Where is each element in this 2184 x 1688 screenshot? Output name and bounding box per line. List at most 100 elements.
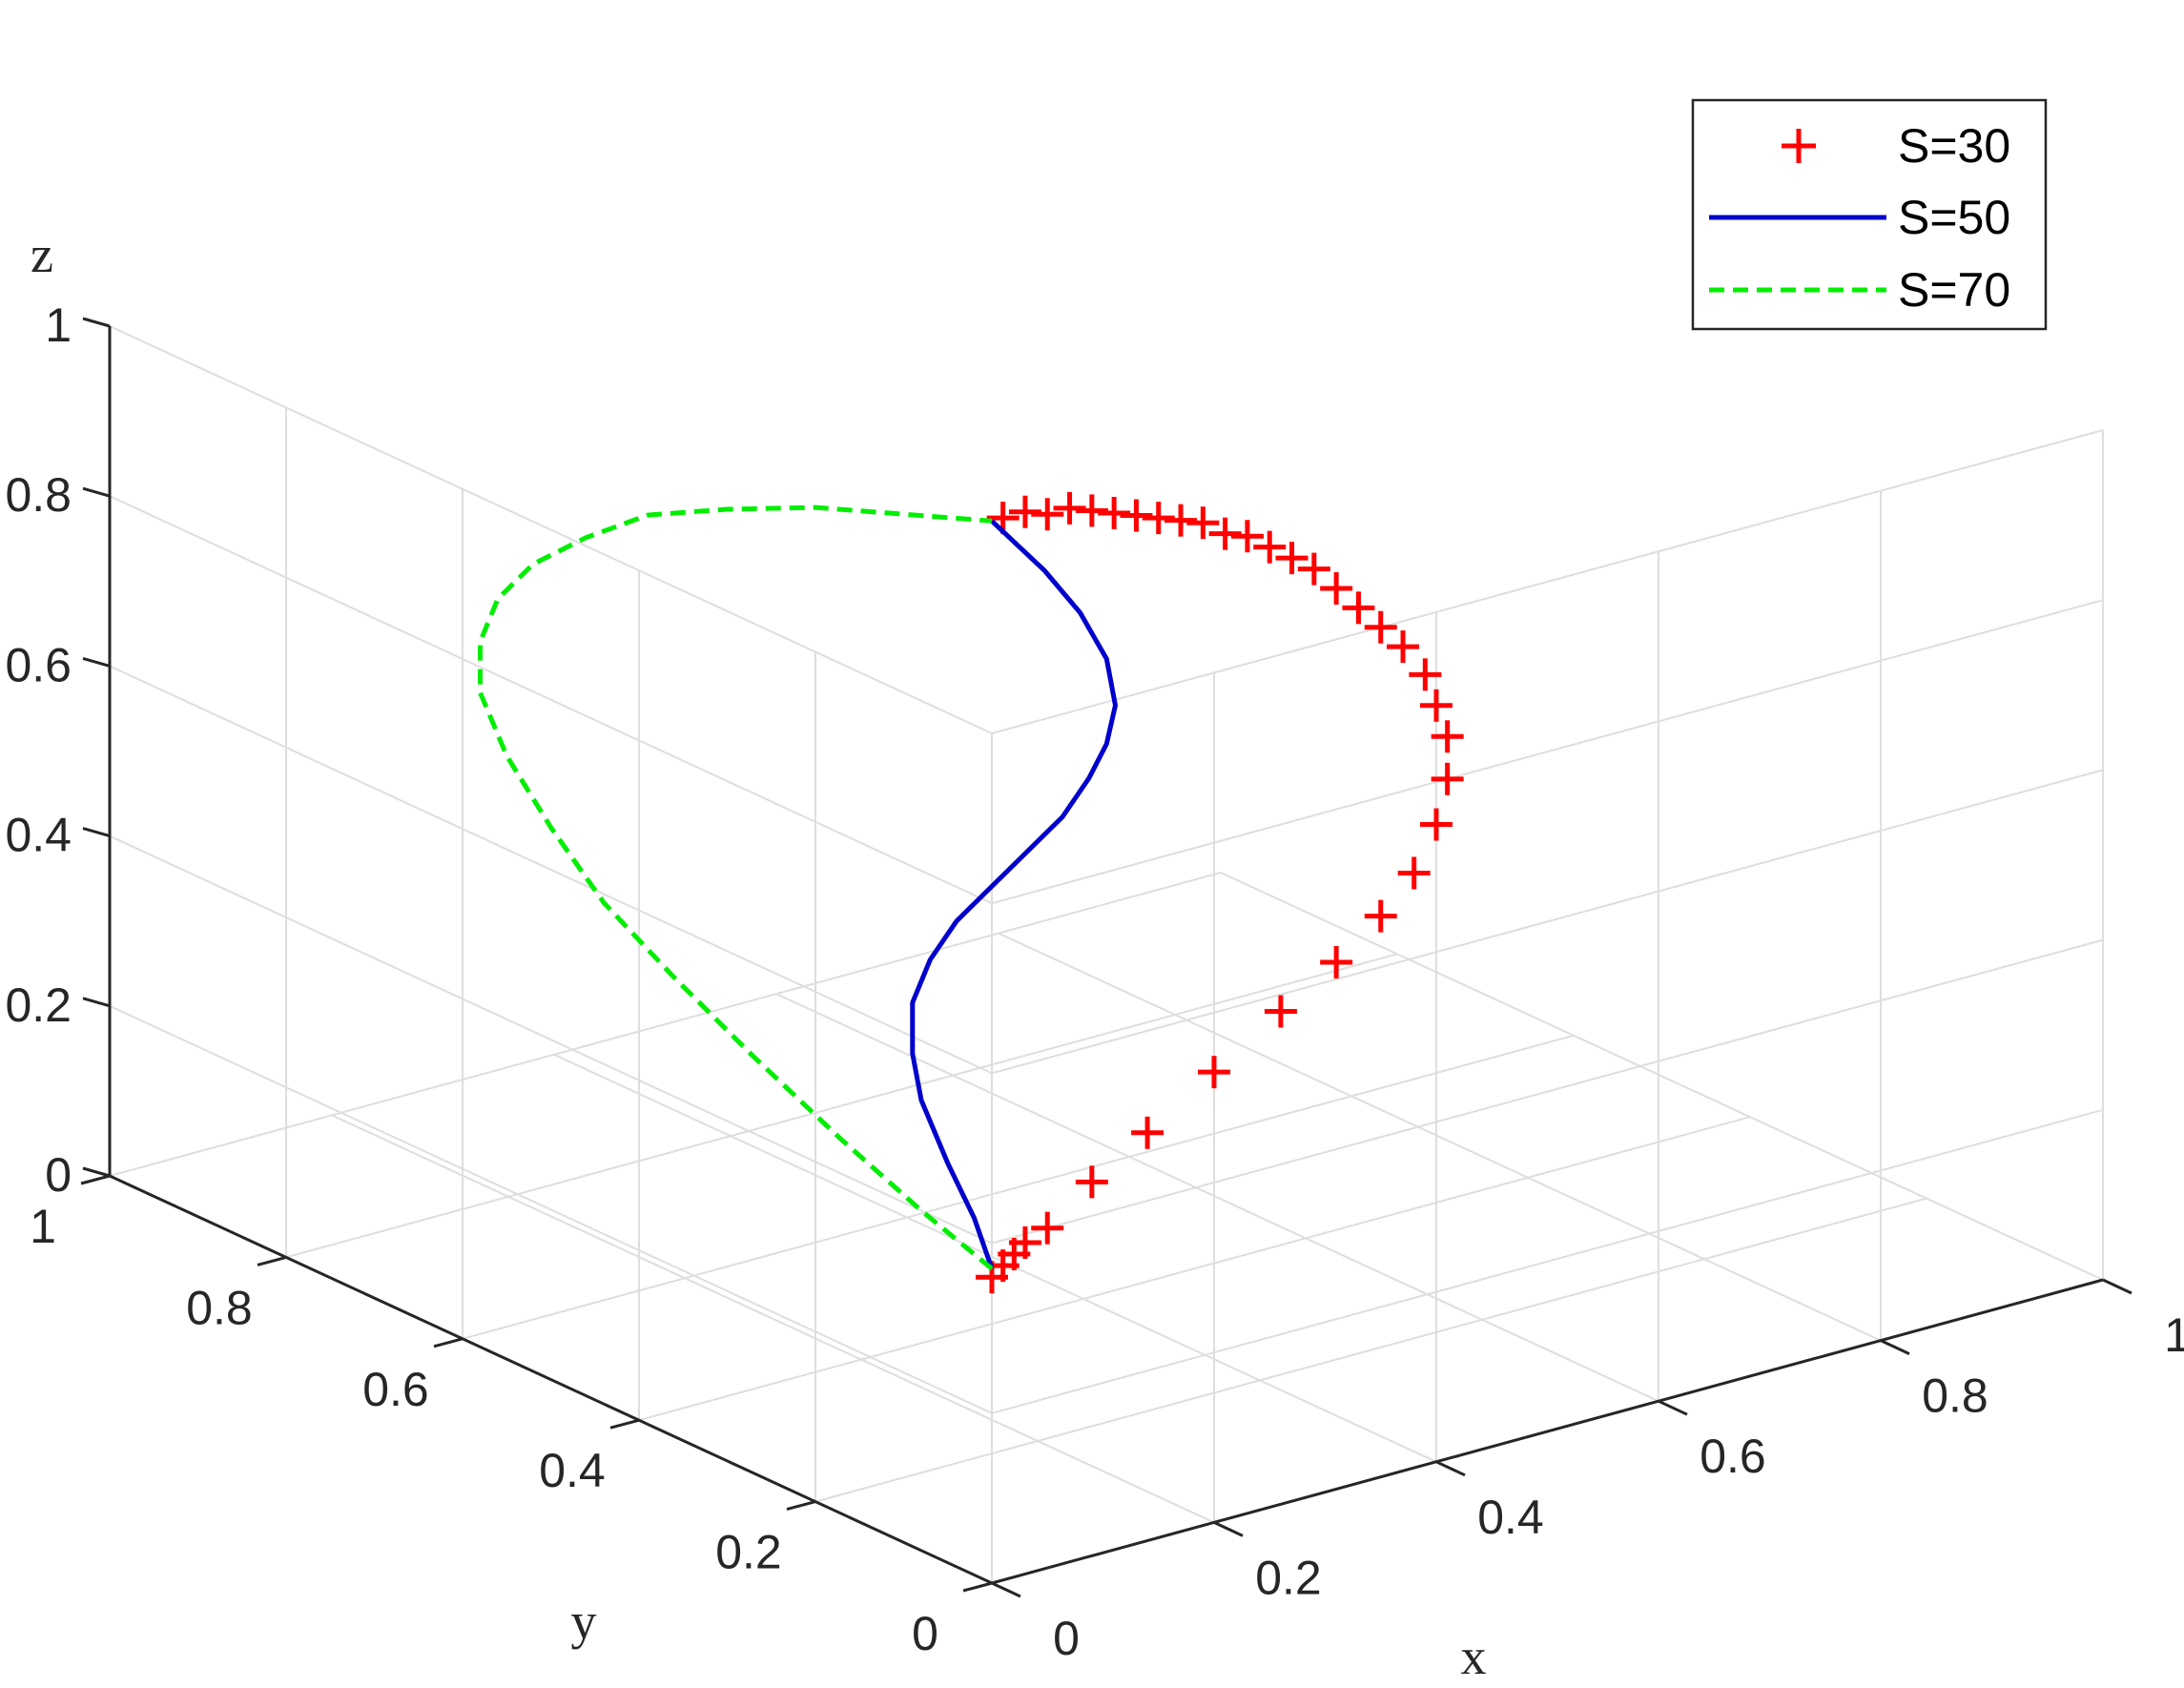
grid-line [775,993,1659,1403]
grid-line [814,1197,1927,1503]
axes-layer [108,326,2104,1585]
data-point-marker [1008,1225,1041,1259]
data-point-marker [1008,495,1041,528]
y-tick-mark [786,1500,816,1512]
x-tick-label: 0.6 [1700,1430,1766,1483]
data-point-marker [1198,1056,1230,1089]
legend-item-s50: S=50 [1709,191,2010,244]
x-tick-label: 0.2 [1255,1551,1322,1604]
data-point-marker [1275,542,1308,575]
grid-line [109,872,1222,1177]
legend: S=30 S=50 S=70 [1691,98,2048,331]
data-point-marker [1031,1211,1064,1245]
data-point-marker [1364,899,1397,933]
series-s70-line [478,504,994,1271]
z-tick-mark [82,656,111,668]
z-tick-mark [82,317,111,328]
x-tick-label: 1 [2164,1308,2184,1362]
data-point-marker [1397,856,1431,890]
legend-item-s70: S=70 [1709,263,2010,317]
data-point-marker [1253,530,1287,564]
y-tick-mark [257,1255,287,1266]
grid-line [991,938,2104,1245]
x-tick-mark [2102,1278,2132,1295]
x-axis-label: x [1461,1628,1487,1685]
y-axis-line [109,1174,993,1585]
y-tick-mark [433,1337,464,1348]
grid-line [109,495,993,905]
grid-line [991,769,2104,1075]
z-tick-label: 0 [45,1148,72,1202]
z-tick-label: 1 [45,298,72,352]
data-point-marker [1409,658,1442,691]
data-point-marker [1364,610,1397,644]
series-layer [478,491,1464,1294]
y-tick-mark [80,1174,111,1185]
grid-line [109,834,993,1245]
z-tick-mark [82,486,111,498]
grid-line [991,429,2104,734]
legend-label-s50: S=50 [1898,191,2010,244]
y-tick-label: 0.6 [362,1363,429,1416]
y-tick-label: 1 [30,1200,56,1253]
data-point-marker [1098,497,1131,529]
grid-line [998,932,1882,1342]
y-tick-label: 0 [912,1607,938,1660]
x-tick-mark [1213,1521,1244,1537]
data-point-marker [1208,517,1242,550]
x-tick-label: 0.8 [1922,1369,1988,1423]
z-tick-label: 0.6 [5,638,72,691]
x-tick-mark [1658,1399,1688,1416]
x-tick-mark [991,1581,1021,1598]
z-tick-mark [82,827,111,838]
z-tick-mark [82,997,111,1008]
grid-line [331,1114,1215,1524]
data-point-marker [1142,502,1175,535]
data-point-marker [1120,499,1153,532]
data-point-marker [1431,720,1464,753]
data-point-marker [1320,571,1353,605]
data-point-marker [1264,995,1297,1028]
grid-line [638,1116,1751,1422]
ticks-layer: 00.20.40.60.8100.20.40.60.8100.20.40.60.… [5,298,2184,1665]
y-tick-mark [962,1581,993,1593]
x-tick-label: 0.4 [1477,1491,1544,1544]
z-tick-label: 0.4 [5,809,72,862]
series-s50-line [910,519,1118,1270]
z-axis-label: z [31,226,53,283]
x-axis-line [991,1278,2104,1585]
grid-line [462,1034,1575,1340]
grid-line [991,1108,2104,1414]
grid-line [109,665,993,1075]
y-tick-label: 0.8 [186,1281,253,1334]
legend-label-s70: S=70 [1898,263,2010,317]
y-tick-label: 0.2 [715,1526,782,1579]
legend-item-s30: S=30 [1782,119,2010,173]
grid-line [109,325,993,734]
data-point-marker [1230,520,1264,553]
data-point-marker [1164,504,1198,537]
data-point-marker [1297,552,1330,586]
grid-line [285,953,1398,1259]
grid-line [991,599,2104,905]
data-point-marker [1186,506,1220,540]
data-point-marker [1053,491,1086,525]
legend-box [1691,98,2048,331]
y-tick-mark [609,1418,640,1430]
x-tick-mark [1435,1460,1466,1477]
grid-line [553,1053,1437,1463]
data-point-marker [1420,808,1453,841]
z-tick-label: 0.8 [5,468,72,522]
data-point-marker [1031,498,1064,531]
data-point-marker [1131,1116,1164,1149]
legend-label-s30: S=30 [1898,119,2010,173]
data-point-marker [1075,494,1108,527]
data-point-marker [1320,946,1353,978]
series-s30-markers [976,491,1464,1294]
data-point-marker [1387,630,1420,664]
data-point-marker [1431,762,1464,795]
x-tick-label: 0 [1053,1612,1080,1665]
x-tick-mark [1880,1339,1910,1355]
y-axis-label: y [571,1593,597,1650]
